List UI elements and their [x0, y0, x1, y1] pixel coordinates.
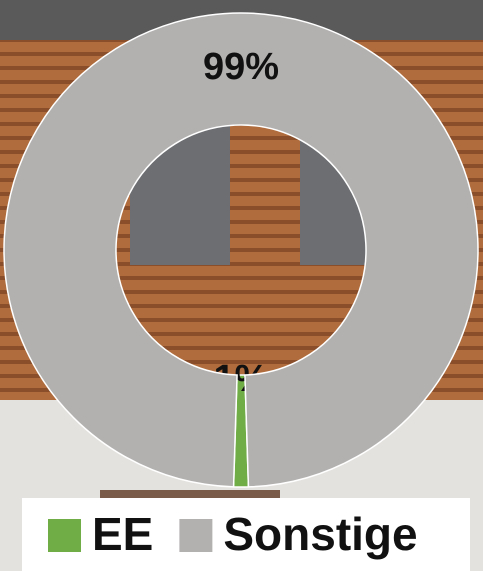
legend-label: EE: [92, 508, 153, 560]
legend-label: Sonstige: [223, 508, 417, 560]
legend-swatch: [179, 519, 213, 552]
legend-box: [22, 498, 470, 571]
data-label: 99%: [203, 46, 279, 88]
legend: EE Sonstige: [22, 498, 470, 571]
donut-slice: [3, 12, 479, 488]
legend-swatch: [48, 519, 81, 552]
